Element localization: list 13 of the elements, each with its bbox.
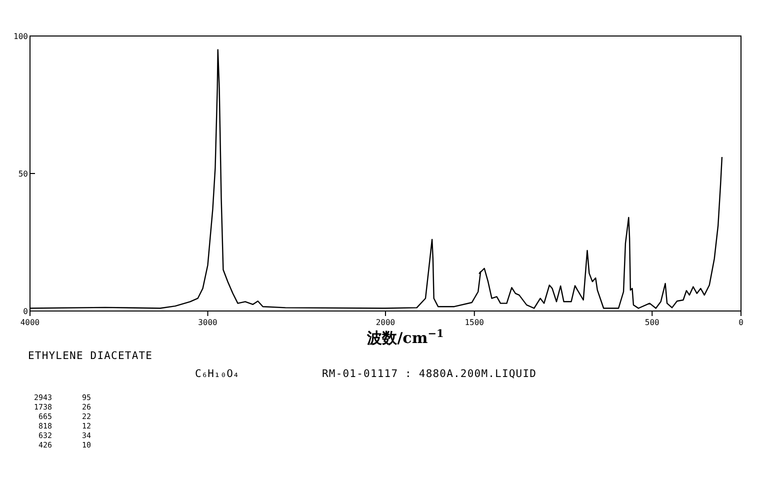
text: C₆H₁₀O₄: [195, 368, 240, 380]
x-tick-label: 0: [738, 318, 744, 327]
text: ETHYLENE DIACETATE: [28, 350, 153, 362]
text: RM-01-01117 : 4880A.200M.LIQUID: [322, 368, 537, 380]
y-tick-label: 100: [14, 32, 28, 41]
y-tick-label: 0: [23, 307, 28, 316]
x-tick-label: 500: [644, 318, 660, 327]
x-tick-label: 4000: [20, 318, 40, 327]
x-tick-label: 2000: [376, 318, 396, 327]
x-tick-label: 3000: [198, 318, 218, 327]
x-axis-title: 波数/cm$^{−1}$: [366, 328, 444, 347]
x-tick-label: 1500: [464, 318, 484, 327]
y-tick-label: 50: [18, 170, 28, 178]
